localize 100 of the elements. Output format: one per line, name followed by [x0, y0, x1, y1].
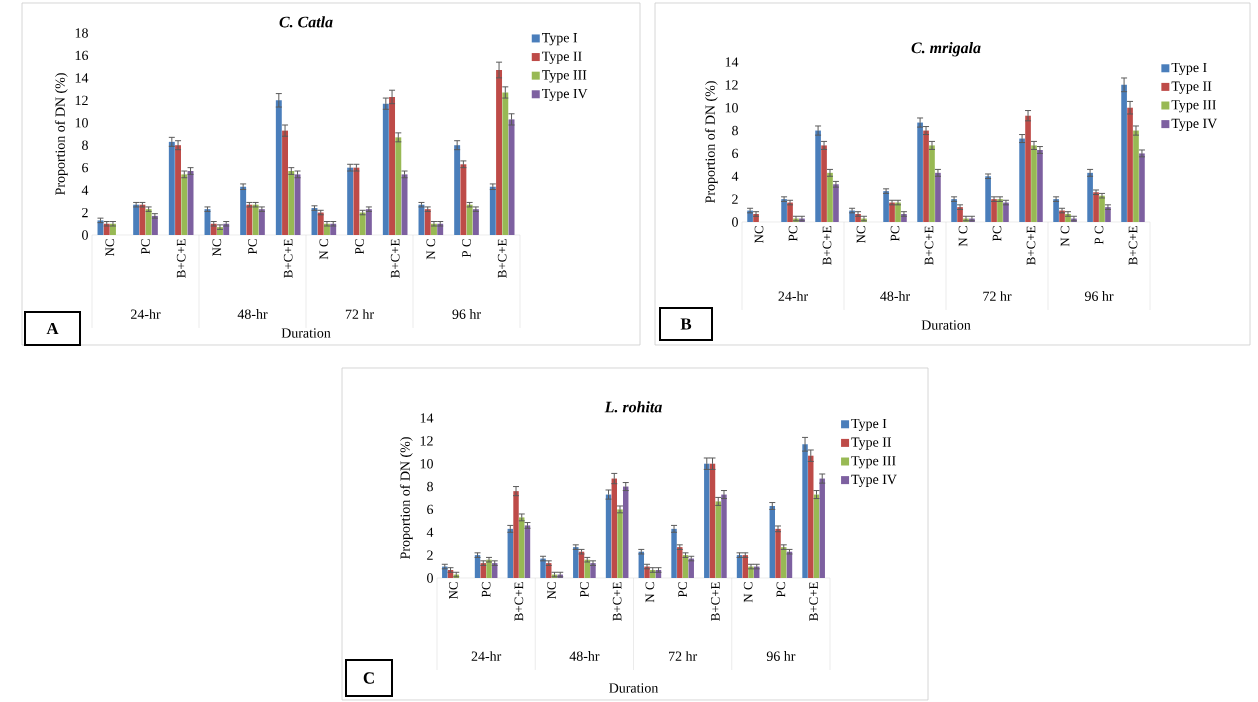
x-axis-title: Duration [921, 320, 971, 330]
legend-label: Type I [542, 33, 578, 46]
bar [240, 186, 247, 235]
legend-label: Type III [851, 456, 896, 469]
text: 48-hr [569, 651, 600, 661]
y-tick-label: 6 [427, 504, 434, 515]
bar [1031, 145, 1037, 222]
bar [524, 525, 531, 578]
x-tick-label: PC [481, 582, 491, 597]
bar [519, 517, 525, 578]
y-tick-label: 2 [732, 194, 738, 204]
bar [133, 204, 140, 235]
x-tick-label: B+C+E [1128, 226, 1138, 265]
y-tick-label: 12 [420, 436, 433, 446]
bar [466, 204, 473, 235]
text: C [363, 672, 374, 684]
bar [252, 204, 259, 235]
x-axis-title: Duration [609, 683, 659, 693]
bar [611, 478, 617, 578]
bar [139, 204, 146, 235]
text: 96 hr [766, 651, 796, 661]
bar [623, 486, 629, 578]
bar [1127, 107, 1133, 222]
x-tick-label: PC [141, 239, 150, 254]
bar [704, 463, 710, 578]
x-tick-label: NC [212, 239, 222, 257]
bar [833, 184, 839, 222]
y-tick-label: 10 [420, 458, 433, 469]
x-tick-label: N C [426, 239, 436, 260]
bar [1093, 192, 1099, 222]
text: 72 hr [345, 309, 374, 319]
x-tick-label: P C [1094, 226, 1104, 245]
legend-label: Type II [542, 51, 582, 64]
x-tick-label: PC [580, 582, 589, 597]
y-tick-label: 12 [725, 80, 738, 90]
bar [395, 137, 402, 235]
text: 96 hr [452, 309, 481, 319]
bar [775, 528, 781, 578]
x-tick-label: B+C+E [822, 226, 832, 265]
bar [827, 172, 833, 222]
x-tick-label: PC [890, 226, 900, 241]
x-tick-label: B+C+E [514, 582, 524, 621]
chart-title: C. Catla [279, 16, 333, 28]
bar [715, 501, 721, 578]
x-tick-label: B+C+E [283, 239, 293, 278]
x-tick-label: B+C+E [612, 582, 622, 621]
bar [815, 130, 821, 222]
bar [1139, 153, 1145, 222]
bar [359, 212, 366, 235]
x-tick-label: B+C+E [924, 226, 934, 265]
text: 72 hr [983, 291, 1012, 301]
x-tick-label: NC [754, 226, 764, 244]
x-tick-label: PC [992, 226, 1002, 241]
bar [489, 186, 496, 235]
y-tick-label: 0 [732, 217, 738, 227]
bar [997, 199, 1003, 222]
bar [508, 119, 515, 235]
text: 24-hr [471, 651, 502, 661]
bar [454, 145, 461, 235]
x-tick-label: PC [248, 239, 257, 254]
text: 48-hr [237, 309, 268, 319]
text: 24-hr [131, 309, 161, 319]
text: B [680, 318, 692, 330]
x-tick-label: N C [1060, 226, 1070, 247]
text: 48-hr [880, 291, 911, 301]
bar [145, 209, 152, 235]
legend-label: Type IV [851, 474, 897, 487]
x-tick-label: B+C+E [390, 239, 400, 278]
x-tick-label: NC [105, 239, 115, 257]
chart-title: C. mrigala [911, 42, 981, 57]
x-tick-label: N C [958, 226, 968, 247]
bar [802, 444, 808, 578]
bar [1037, 149, 1043, 222]
bar [502, 92, 509, 235]
x-tick-label: B+C+E [176, 239, 186, 278]
bar [496, 70, 503, 235]
bar [781, 199, 787, 222]
bar [1025, 115, 1031, 222]
bar [821, 145, 827, 222]
y-tick-label: 0 [427, 573, 433, 583]
x-tick-label: N C [645, 582, 655, 603]
bar [573, 547, 579, 578]
y-tick-label: 12 [75, 95, 88, 105]
bar [1121, 84, 1127, 222]
x-tick-label: NC [547, 582, 556, 600]
bar [246, 204, 253, 235]
y-tick-label: 16 [75, 50, 89, 61]
x-tick-label: B+C+E [497, 239, 507, 278]
bar [682, 555, 689, 578]
text: 24-hr [778, 291, 809, 301]
text: 96 hr [1084, 291, 1114, 301]
bar [1099, 195, 1105, 222]
y-tick-label: 14 [75, 73, 89, 83]
bar [353, 167, 360, 235]
bar [991, 199, 997, 222]
bar [769, 505, 776, 578]
bar [709, 463, 716, 578]
bar [401, 174, 408, 235]
bar [181, 174, 188, 235]
y-tick-label: 6 [82, 162, 89, 173]
